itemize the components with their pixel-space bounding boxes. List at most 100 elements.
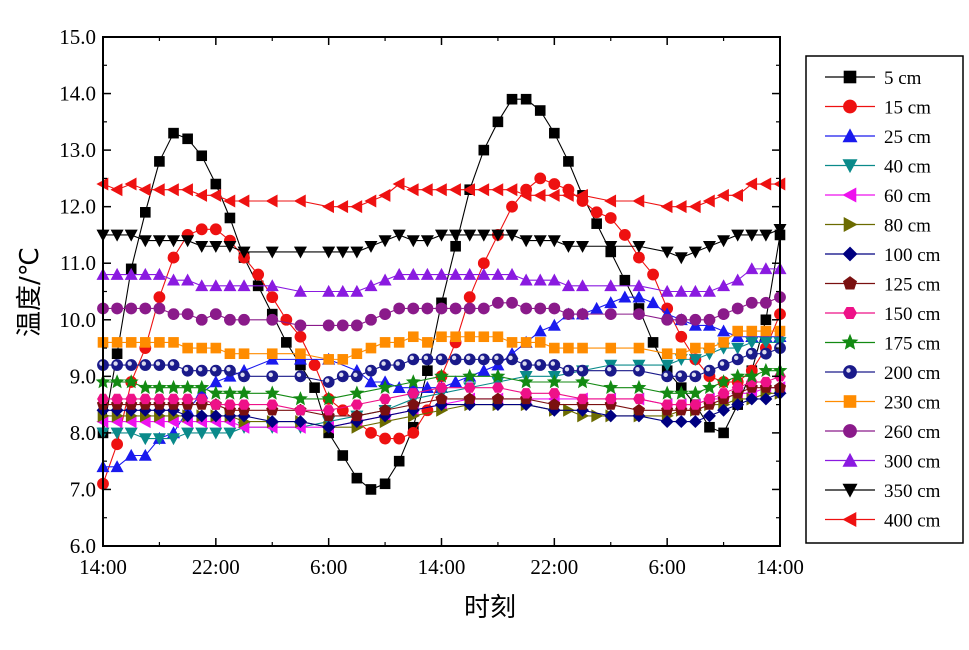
- data-point: [675, 348, 687, 360]
- data-point: [110, 427, 124, 440]
- data-point: [181, 427, 195, 440]
- data-point: [843, 395, 857, 408]
- data-point: [378, 235, 392, 248]
- data-point: [477, 183, 490, 197]
- data-point: [337, 450, 349, 461]
- y-tick-label: 7.0: [70, 477, 96, 501]
- data-point: [660, 359, 674, 372]
- data-point: [154, 156, 165, 167]
- data-point: [195, 313, 208, 326]
- data-point: [506, 296, 518, 309]
- data-point: [281, 337, 292, 348]
- data-point: [379, 308, 391, 321]
- data-point-highlight: [677, 372, 682, 378]
- data-point: [393, 432, 406, 445]
- data-point: [533, 273, 547, 286]
- data-point: [422, 365, 433, 376]
- data-point: [549, 342, 560, 354]
- series-line: [103, 370, 780, 400]
- data-point: [152, 267, 166, 280]
- y-tick-label: 10.0: [59, 308, 96, 332]
- data-point: [167, 251, 180, 264]
- legend-item: 100 cm: [825, 245, 941, 266]
- data-point: [661, 348, 673, 360]
- data-point-highlight: [762, 350, 767, 355]
- data-point: [660, 415, 674, 429]
- data-point: [533, 188, 546, 202]
- data-point: [168, 127, 179, 139]
- data-point: [519, 188, 532, 202]
- data-point: [265, 279, 279, 292]
- legend-item: 15 cm: [825, 98, 931, 119]
- data-point: [841, 333, 859, 350]
- data-point-highlight: [183, 366, 189, 372]
- legend-item: 5 cm: [825, 68, 922, 89]
- data-point: [237, 194, 250, 208]
- data-point-highlight: [733, 355, 739, 361]
- data-point-highlight: [395, 361, 400, 366]
- data-point: [477, 257, 490, 270]
- x-tick-label: 6:00: [648, 555, 685, 579]
- legend-label: 40 cm: [884, 157, 931, 178]
- data-point: [166, 183, 179, 197]
- data-point: [463, 291, 476, 304]
- data-point-highlight: [564, 366, 570, 372]
- data-point: [842, 452, 858, 467]
- data-point: [688, 246, 702, 259]
- data-point: [406, 235, 420, 248]
- data-point: [843, 424, 857, 438]
- data-point: [322, 405, 335, 416]
- data-point: [690, 342, 701, 354]
- data-point: [111, 337, 123, 348]
- data-point: [449, 375, 463, 388]
- data-point: [266, 399, 279, 410]
- data-point: [140, 207, 151, 218]
- data-point: [718, 337, 729, 348]
- data-point: [364, 375, 378, 388]
- data-point: [209, 399, 222, 410]
- data-point: [265, 246, 279, 259]
- data-point: [703, 313, 716, 326]
- legend-item: 350 cm: [825, 481, 941, 502]
- data-point: [491, 392, 504, 405]
- data-point: [760, 314, 772, 326]
- data-point: [619, 274, 631, 286]
- data-point: [138, 448, 152, 461]
- legend-label: 230 cm: [884, 393, 941, 414]
- data-point: [704, 342, 715, 354]
- legend-item: 230 cm: [825, 393, 941, 414]
- data-point: [731, 342, 745, 355]
- data-point: [563, 342, 574, 354]
- data-point: [110, 267, 124, 280]
- data-point: [448, 183, 461, 197]
- data-point: [604, 279, 618, 292]
- data-point: [294, 319, 307, 332]
- data-point: [546, 374, 562, 389]
- data-point: [124, 177, 137, 191]
- data-point: [124, 229, 138, 242]
- data-point: [111, 393, 124, 405]
- data-point: [152, 235, 166, 248]
- data-point: [180, 183, 193, 197]
- data-point: [138, 183, 151, 197]
- data-point: [506, 337, 518, 348]
- data-point: [576, 240, 590, 253]
- data-point: [224, 212, 236, 224]
- data-point: [154, 337, 165, 348]
- data-point: [124, 448, 138, 461]
- data-point: [703, 409, 716, 423]
- data-point: [436, 331, 447, 343]
- data-point: [518, 374, 534, 389]
- data-point: [492, 331, 504, 343]
- data-point: [576, 393, 589, 405]
- data-point: [689, 313, 702, 326]
- data-point: [674, 200, 687, 214]
- data-point: [365, 426, 377, 439]
- data-point: [660, 200, 673, 214]
- data-point: [392, 381, 406, 393]
- data-point: [364, 240, 378, 253]
- data-point: [632, 279, 646, 292]
- data-point: [336, 284, 350, 297]
- data-point: [633, 342, 645, 354]
